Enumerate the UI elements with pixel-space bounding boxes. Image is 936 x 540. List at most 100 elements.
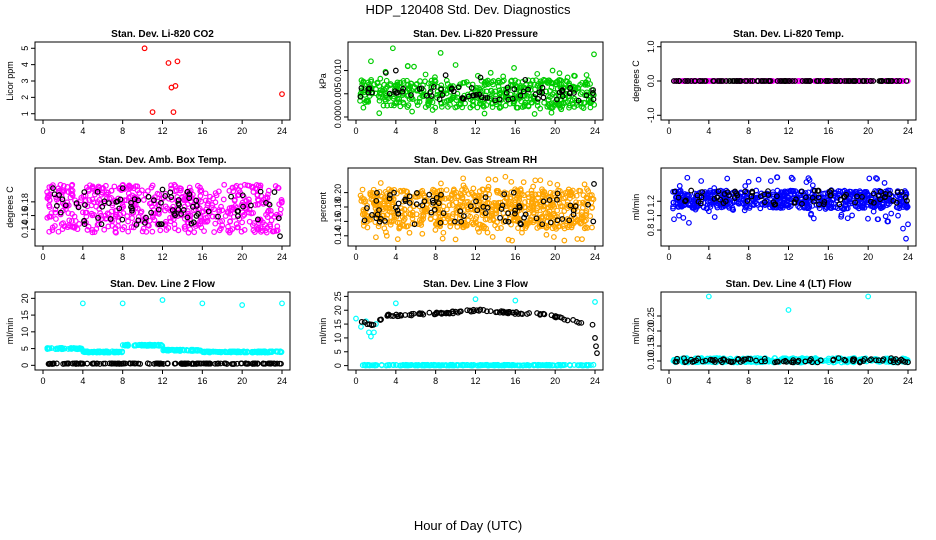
- data-point: [102, 212, 109, 219]
- data-point: [255, 182, 262, 189]
- data-point: [589, 224, 595, 231]
- x-tick-label: 16: [823, 126, 833, 136]
- data-point: [64, 224, 71, 231]
- data-point: [745, 178, 752, 185]
- x-tick-label: 12: [470, 376, 480, 386]
- data-point: [590, 218, 597, 225]
- data-point: [396, 96, 403, 103]
- data-point: [418, 85, 425, 92]
- data-point: [414, 81, 420, 87]
- data-point: [698, 178, 705, 184]
- data-point: [123, 197, 130, 204]
- x-tick-label: 0: [666, 126, 671, 136]
- data-point: [765, 78, 772, 84]
- data-point: [191, 229, 198, 236]
- data-point: [484, 95, 491, 101]
- data-point: [221, 181, 228, 188]
- data-point: [45, 192, 52, 199]
- data-point: [711, 214, 718, 220]
- data-point: [125, 228, 132, 235]
- data-point: [489, 234, 496, 240]
- x-tick-label: 12: [157, 376, 167, 386]
- data-point: [673, 78, 680, 84]
- data-point: [69, 181, 76, 188]
- data-point: [228, 193, 234, 200]
- data-point: [404, 93, 411, 99]
- data-point: [730, 78, 737, 84]
- x-tick-label: 0: [40, 126, 45, 136]
- data-point: [119, 300, 126, 307]
- y-axis-label: ml/min: [5, 318, 15, 345]
- data-point: [249, 222, 256, 229]
- data-point: [870, 208, 877, 215]
- data-point: [876, 78, 883, 84]
- data-point: [882, 213, 889, 220]
- data-point: [360, 104, 367, 111]
- data-point: [125, 218, 131, 225]
- data-point: [579, 103, 585, 110]
- data-point: [686, 219, 692, 226]
- data-point: [849, 212, 855, 219]
- data-point: [833, 78, 840, 84]
- data-point: [70, 223, 77, 230]
- data-point: [172, 183, 179, 190]
- data-point: [48, 213, 54, 220]
- data-point: [583, 89, 590, 96]
- x-tick-label: 8: [433, 252, 438, 262]
- data-point: [98, 216, 105, 222]
- data-point: [359, 186, 366, 193]
- data-point: [115, 214, 121, 220]
- data-point: [267, 221, 273, 228]
- x-tick-label: 4: [80, 252, 85, 262]
- y-tick-label: 25: [333, 291, 343, 301]
- data-point: [227, 210, 234, 217]
- data-point: [879, 78, 886, 84]
- data-point: [94, 221, 101, 228]
- data-point: [583, 92, 590, 99]
- data-point: [267, 207, 274, 214]
- y-tick-label: 0.010: [333, 59, 343, 82]
- data-point: [409, 108, 415, 115]
- data-point: [400, 85, 407, 92]
- data-point: [148, 184, 155, 191]
- data-point: [582, 81, 589, 88]
- series-1: [141, 45, 285, 115]
- data-point: [128, 224, 135, 230]
- data-point: [459, 104, 466, 111]
- data-point: [870, 78, 877, 84]
- data-point: [146, 217, 153, 224]
- data-point: [258, 228, 264, 235]
- data-point: [174, 58, 181, 65]
- data-point: [572, 73, 578, 79]
- data-point: [474, 104, 481, 111]
- data-point: [767, 78, 774, 84]
- data-point: [154, 190, 161, 197]
- y-tick-label: 3: [20, 78, 30, 83]
- data-point: [387, 81, 394, 87]
- y-tick-label: 0.18: [20, 193, 30, 211]
- data-point: [217, 218, 223, 225]
- data-point: [162, 218, 169, 225]
- data-point: [593, 343, 599, 350]
- y-tick-label: 0.005: [333, 83, 343, 106]
- data-point: [91, 199, 97, 206]
- data-point: [184, 201, 191, 207]
- data-point: [439, 92, 446, 98]
- data-point: [498, 103, 504, 110]
- y-tick-label: 15: [20, 310, 30, 320]
- y-tick-label: 0.000: [333, 106, 343, 129]
- data-point: [260, 200, 267, 207]
- data-point: [369, 89, 375, 96]
- y-axis-label: percent: [318, 191, 328, 222]
- x-tick-label: 4: [80, 126, 85, 136]
- data-point: [382, 93, 389, 99]
- data-point: [442, 72, 449, 79]
- data-point: [477, 74, 484, 81]
- data-point: [202, 190, 209, 197]
- data-point: [438, 180, 444, 187]
- data-point: [241, 227, 248, 233]
